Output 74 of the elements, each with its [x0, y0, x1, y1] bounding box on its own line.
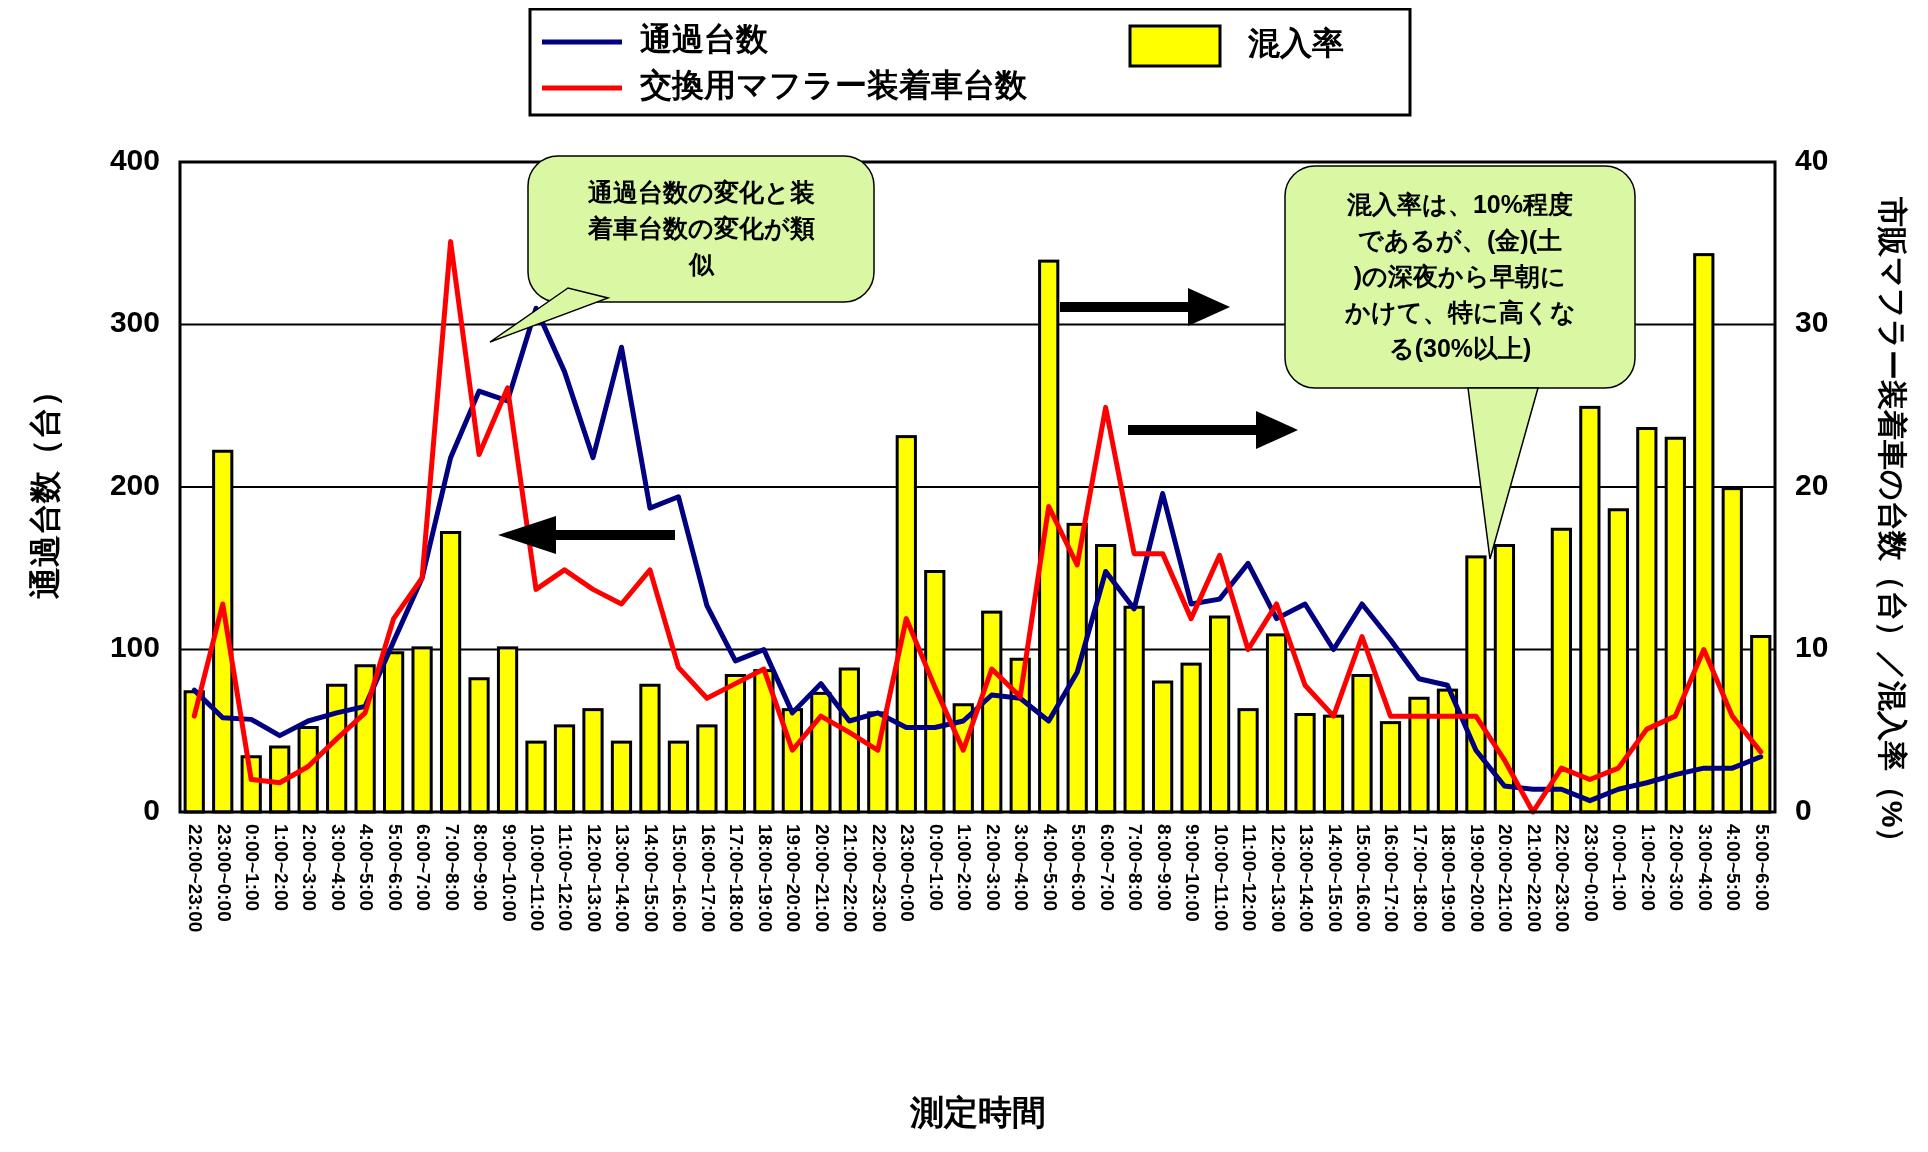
- x-tick-label: 7:00~8:00: [441, 824, 463, 912]
- x-tick-label: 19:00~20:00: [783, 824, 805, 933]
- y-tick-label: 300: [109, 305, 160, 339]
- x-tick-label: 12:00~13:00: [1267, 824, 1289, 933]
- x-tick-label: 23:00~0:00: [897, 824, 919, 922]
- x-tick-label: 23:00~0:00: [213, 824, 235, 922]
- x-tick-label: 17:00~18:00: [1409, 824, 1431, 933]
- y-tick-label: 200: [109, 467, 160, 501]
- x-tick-label: 7:00~8:00: [1125, 824, 1147, 912]
- x-tick-label: 5:00~6:00: [1751, 824, 1773, 912]
- x-tick-label: 0:00~1:00: [1609, 824, 1631, 912]
- x-tick-label: 21:00~22:00: [840, 824, 862, 933]
- x-tick-label: 22:00~23:00: [868, 824, 890, 933]
- x-tick-label: 3:00~4:00: [327, 824, 349, 912]
- y-axis-title: 通過台数（台）: [27, 375, 64, 599]
- x-tick-label: 23:00~0:00: [1580, 824, 1602, 922]
- annotation: 通過台数の変化と装着車台数の変化が類似: [586, 178, 815, 278]
- x-tick-label: 4:00~5:00: [356, 824, 378, 912]
- x-tick-label: 4:00~5:00: [1039, 824, 1061, 912]
- x-tick-label: 10:00~11:00: [1210, 824, 1232, 932]
- x-tick-label: 0:00~1:00: [242, 824, 264, 912]
- x-tick-label: 6:00~7:00: [1096, 824, 1118, 912]
- x-tick-label: 1:00~2:00: [1637, 824, 1659, 912]
- x-tick-label: 18:00~19:00: [1438, 824, 1460, 933]
- x-tick-label: 16:00~17:00: [1381, 824, 1403, 933]
- x-tick-label: 5:00~6:00: [384, 824, 406, 912]
- x-tick-label: 14:00~15:00: [640, 824, 662, 933]
- y2-axis-title: 市販マフラー装着車の台数（台）／混入率（%）: [1876, 195, 1910, 858]
- x-tick-label: 0:00~1:00: [925, 824, 947, 912]
- x-tick-label: 13:00~14:00: [612, 824, 634, 933]
- x-tick-label: 15:00~16:00: [1352, 824, 1374, 933]
- x-tick-label: 17:00~18:00: [726, 824, 748, 933]
- x-tick-label: 18:00~19:00: [754, 824, 776, 933]
- legend-label: 交換用マフラー装着車台数: [639, 67, 1028, 104]
- x-tick-label: 2:00~3:00: [299, 824, 321, 912]
- x-tick-label: 21:00~22:00: [1523, 824, 1545, 933]
- x-tick-label: 20:00~21:00: [811, 824, 833, 933]
- x-tick-label: 1:00~2:00: [270, 824, 292, 912]
- x-tick-label: 9:00~10:00: [498, 824, 520, 922]
- y2-tick-label: 20: [1795, 467, 1829, 501]
- y-tick-label: 100: [109, 630, 160, 664]
- y2-tick-label: 40: [1795, 142, 1829, 176]
- x-tick-label: 11:00~12:00: [1239, 824, 1261, 932]
- x-tick-label: 16:00~17:00: [697, 824, 719, 933]
- x-tick-label: 12:00~13:00: [583, 824, 605, 933]
- x-tick-label: 2:00~3:00: [1666, 824, 1688, 912]
- x-tick-label: 3:00~4:00: [1011, 824, 1033, 912]
- x-tick-label: 2:00~3:00: [982, 824, 1004, 912]
- y2-tick-label: 0: [1795, 792, 1812, 826]
- x-tick-label: 15:00~16:00: [669, 824, 691, 933]
- x-tick-label: 8:00~9:00: [1153, 824, 1175, 912]
- x-tick-label: 22:00~23:00: [1552, 824, 1574, 933]
- x-tick-label: 6:00~7:00: [413, 824, 435, 912]
- legend-label: 混入率: [1247, 25, 1344, 62]
- x-tick-label: 19:00~20:00: [1466, 824, 1488, 933]
- x-tick-label: 20:00~21:00: [1495, 824, 1517, 933]
- x-tick-label: 10:00~11:00: [527, 824, 549, 932]
- x-axis-title: 測定時間: [908, 1093, 1046, 1131]
- x-tick-label: 9:00~10:00: [1182, 824, 1204, 922]
- x-tick-label: 4:00~5:00: [1723, 824, 1745, 912]
- y-tick-label: 400: [109, 142, 160, 176]
- x-tick-label: 1:00~2:00: [954, 824, 976, 912]
- x-tick-label: 3:00~4:00: [1694, 824, 1716, 912]
- x-tick-label: 5:00~6:00: [1068, 824, 1090, 912]
- legend-label: 通過台数: [640, 21, 769, 58]
- x-tick-label: 13:00~14:00: [1296, 824, 1318, 933]
- y2-tick-label: 10: [1795, 630, 1829, 664]
- x-tick-label: 14:00~15:00: [1324, 824, 1346, 933]
- annotation: 混入率は、10%程度であるが、(金)(土)の深夜から早朝にかけて、特に高くなる(30%以上): [1343, 190, 1576, 362]
- x-tick-label: 22:00~23:00: [185, 824, 207, 933]
- y2-tick-label: 30: [1795, 305, 1829, 339]
- x-tick-label: 8:00~9:00: [470, 824, 492, 912]
- y-tick-label: 0: [143, 792, 160, 826]
- x-tick-label: 11:00~12:00: [555, 824, 577, 932]
